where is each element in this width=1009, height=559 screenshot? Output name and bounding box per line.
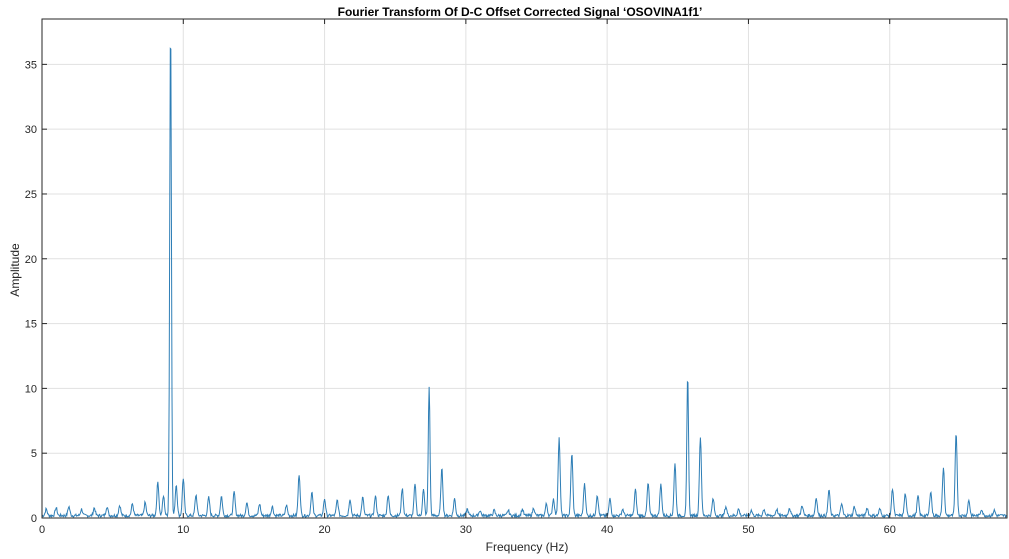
y-tick-label: 35 — [25, 59, 37, 71]
y-axis-ticks: 0 5 10 15 20 25 30 35 — [25, 59, 1007, 525]
y-tick-label: 25 — [25, 189, 37, 201]
x-axis-ticks: 0 10 20 30 40 50 60 — [39, 19, 896, 536]
y-tick-label: 5 — [31, 448, 37, 460]
y-tick-label: 15 — [25, 319, 37, 331]
spectrum-line — [41, 47, 1008, 519]
x-tick-label: 50 — [742, 524, 754, 536]
x-tick-label: 10 — [177, 524, 189, 536]
plot-area — [41, 47, 1008, 519]
x-axis-label: Frequency (Hz) — [486, 540, 569, 554]
x-tick-label: 30 — [460, 524, 472, 536]
x-tick-label: 40 — [601, 524, 613, 536]
x-tick-label: 60 — [884, 524, 896, 536]
chart-title: Fourier Transform Of D-C Offset Correcte… — [338, 5, 703, 19]
axes-box — [41, 18, 1008, 519]
y-tick-label: 30 — [25, 124, 37, 136]
y-axis-label: Amplitude — [8, 243, 22, 297]
axes-frame — [41, 18, 1008, 519]
y-tick-label: 0 — [31, 513, 37, 525]
y-tick-label: 20 — [25, 254, 37, 266]
x-tick-label: 0 — [39, 524, 45, 536]
grid-lines — [42, 19, 1007, 518]
x-tick-label: 20 — [318, 524, 330, 536]
y-tick-label: 10 — [25, 383, 37, 395]
